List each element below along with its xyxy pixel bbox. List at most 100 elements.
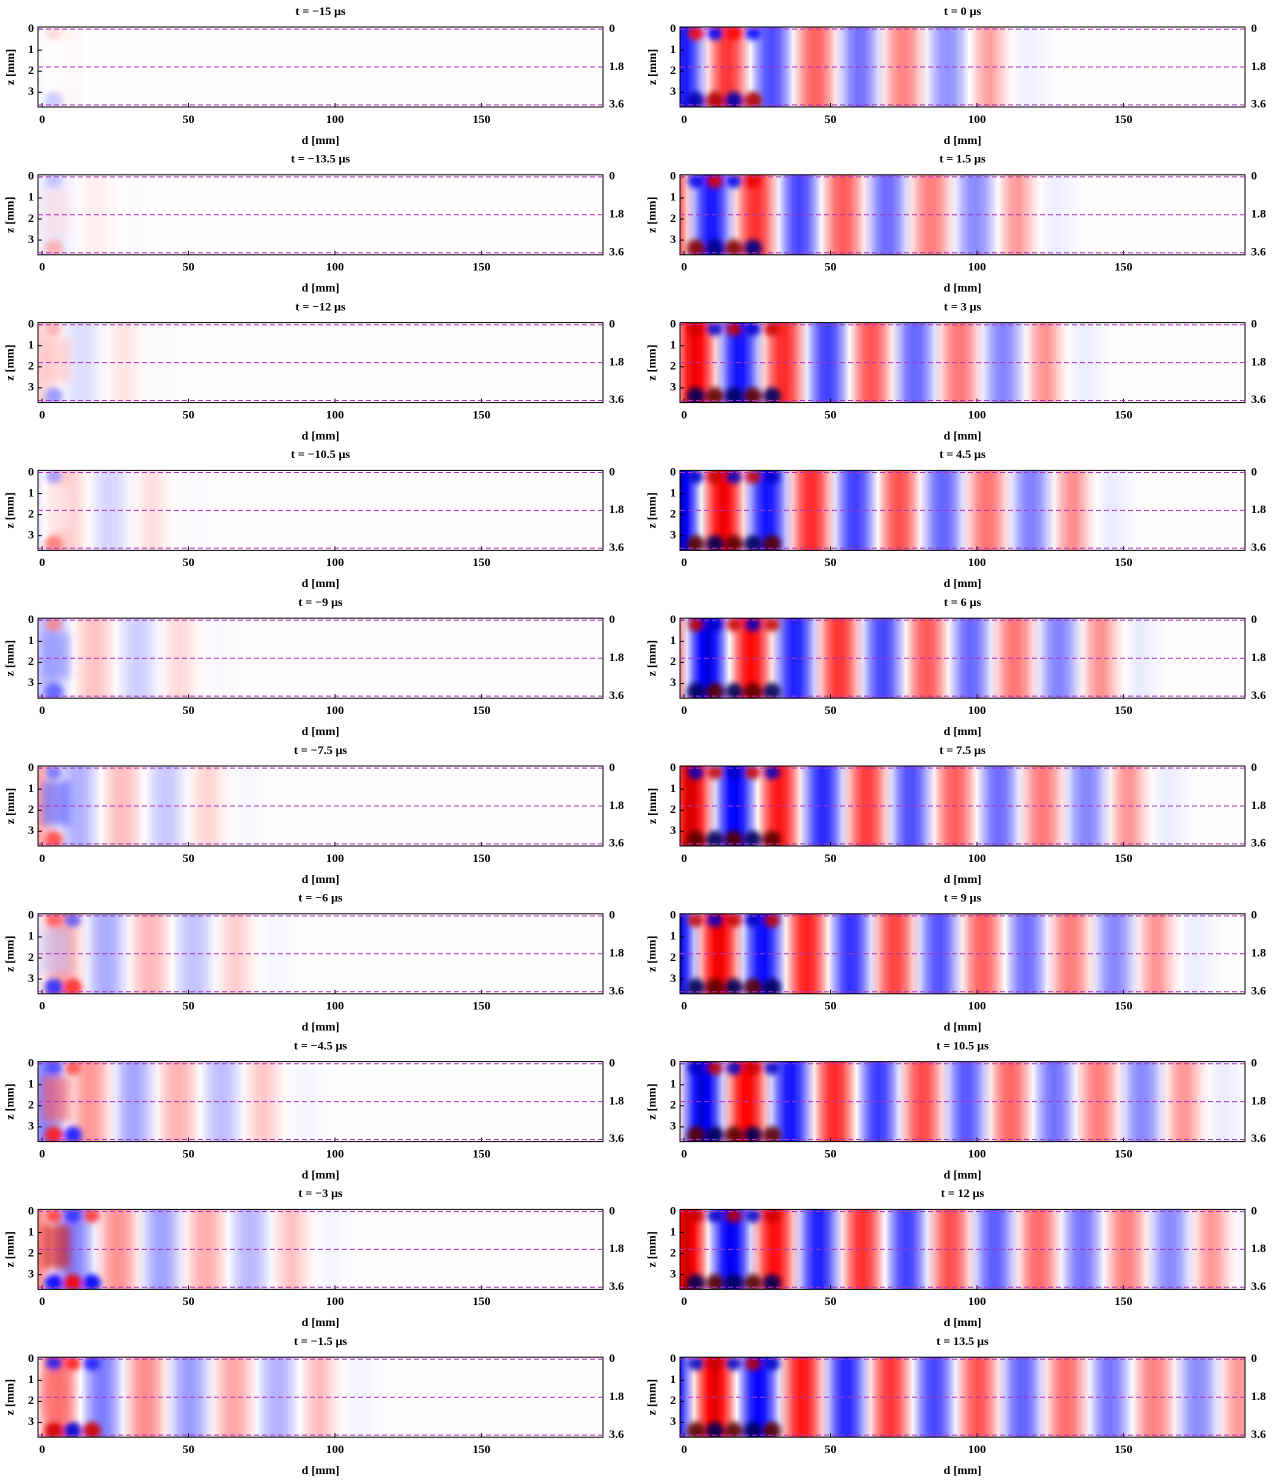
y-axis-label: z [mm]	[645, 1083, 659, 1119]
y-tick-label: 1	[670, 338, 676, 352]
near-blob	[44, 239, 63, 255]
y2-tick-label: 1.8	[1251, 59, 1266, 73]
near-blob	[763, 766, 780, 780]
x-tick-label: 0	[681, 260, 687, 274]
near-blob	[743, 535, 762, 551]
near-blob	[705, 239, 724, 255]
y-axis-label: z [mm]	[3, 344, 17, 380]
x-tick-label: 50	[183, 260, 195, 274]
near-blob	[44, 1126, 63, 1142]
x-tick-label: 0	[681, 851, 687, 865]
y-tick-label: 3	[28, 1119, 34, 1133]
x-tick-label: 50	[825, 703, 837, 717]
near-blob	[687, 322, 704, 336]
y2-tick-label: 3.6	[1251, 1427, 1266, 1441]
y2-tick-label: 1.8	[609, 354, 624, 368]
near-blob	[744, 322, 761, 336]
y-axis-label: z [mm]	[645, 1379, 659, 1415]
y-tick-label: 0	[28, 1055, 34, 1069]
x-axis-label: d [mm]	[302, 1315, 340, 1329]
x-tick-label: 50	[183, 112, 195, 126]
y2-tick-label: 3.6	[609, 1427, 624, 1441]
y-tick-label: 1	[28, 633, 34, 647]
near-blob	[744, 174, 761, 189]
x-axis-label: d [mm]	[944, 1315, 982, 1329]
x-tick-label: 0	[39, 1146, 45, 1160]
near-blob	[743, 387, 762, 403]
y-tick-label: 0	[670, 21, 676, 35]
y-tick-label: 3	[28, 823, 34, 837]
y2-tick-label: 0	[609, 1351, 615, 1365]
y-tick-label: 1	[670, 781, 676, 795]
near-core	[42, 928, 71, 974]
near-blob	[706, 1209, 723, 1223]
x-tick-label: 0	[39, 112, 45, 126]
y2-tick-label: 1.8	[1251, 650, 1266, 664]
x-axis-label: d [mm]	[302, 281, 340, 295]
y-axis-label: z [mm]	[645, 936, 659, 972]
near-blob	[686, 682, 705, 699]
y-tick-label: 0	[28, 316, 34, 330]
y-tick-label: 3	[670, 971, 676, 985]
x-tick-label: 150	[1114, 407, 1132, 421]
near-blob	[724, 978, 743, 994]
x-tick-label: 100	[326, 1294, 344, 1308]
panel-title: t = 13.5 μs	[936, 1334, 989, 1348]
near-blob	[724, 535, 743, 551]
y-tick-label: 1	[28, 42, 34, 56]
y2-tick-label: 1.8	[609, 946, 624, 960]
y-axis-label: z [mm]	[3, 492, 17, 528]
x-tick-label: 100	[326, 703, 344, 717]
y-tick-label: 1	[28, 485, 34, 499]
near-blob	[725, 1061, 742, 1075]
panel-title: t = −12 μs	[295, 299, 345, 313]
panel-title: t = 4.5 μs	[939, 447, 986, 461]
panel-title: t = 7.5 μs	[939, 743, 986, 757]
y-tick-label: 2	[28, 1245, 34, 1259]
panel-title: t = 10.5 μs	[936, 1038, 989, 1052]
x-tick-label: 150	[1114, 999, 1132, 1013]
near-blob	[687, 913, 704, 928]
y-tick-label: 1	[28, 1077, 34, 1091]
near-blob	[706, 913, 723, 928]
y2-tick-label: 3.6	[1251, 540, 1266, 554]
near-blob	[44, 682, 63, 699]
y-tick-label: 1	[28, 929, 34, 943]
y-tick-label: 3	[28, 232, 34, 246]
y-tick-label: 0	[28, 908, 34, 922]
near-blob	[744, 766, 761, 780]
near-blob	[744, 1209, 761, 1223]
y-tick-label: 2	[28, 1098, 34, 1112]
x-axis-label: d [mm]	[944, 724, 982, 738]
x-tick-label: 0	[681, 1442, 687, 1456]
near-field	[686, 618, 781, 699]
near-blob	[687, 766, 704, 780]
near-field	[686, 1209, 781, 1290]
y-tick-label: 0	[670, 612, 676, 626]
x-tick-label: 0	[39, 260, 45, 274]
y-tick-label: 2	[28, 802, 34, 816]
x-tick-label: 0	[681, 1146, 687, 1160]
y-tick-label: 3	[670, 527, 676, 541]
y-tick-label: 1	[670, 1077, 676, 1091]
y2-tick-label: 0	[1251, 760, 1257, 774]
near-blob	[763, 1209, 780, 1223]
y2-tick-label: 1.8	[1251, 946, 1266, 960]
y2-tick-label: 0	[609, 1055, 615, 1069]
near-blob	[83, 1357, 100, 1371]
y-tick-label: 2	[670, 359, 676, 373]
x-axis-label: d [mm]	[944, 872, 982, 886]
near-blob	[743, 682, 762, 699]
x-tick-label: 100	[968, 851, 986, 865]
near-blob	[45, 174, 62, 189]
x-tick-label: 50	[825, 1294, 837, 1308]
y2-tick-label: 0	[609, 169, 615, 183]
x-tick-label: 150	[472, 1442, 490, 1456]
y2-tick-label: 1.8	[1251, 1389, 1266, 1403]
near-blob	[45, 1357, 62, 1371]
near-blob	[724, 830, 743, 846]
near-blob	[724, 1274, 743, 1290]
panel-title: t = 1.5 μs	[939, 152, 986, 166]
x-tick-label: 50	[183, 1146, 195, 1160]
near-blob	[687, 27, 704, 41]
